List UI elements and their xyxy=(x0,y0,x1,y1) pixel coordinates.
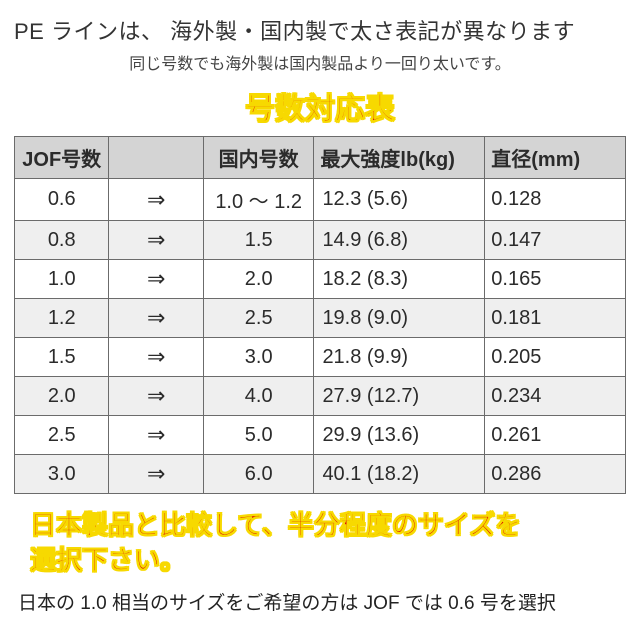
table-row: 1.0⇒2.018.2 (8.3)0.165 xyxy=(15,260,626,299)
cell-jof: 2.0 xyxy=(15,377,109,416)
cell-arrow: ⇒ xyxy=(109,260,203,299)
cell-arrow: ⇒ xyxy=(109,377,203,416)
cell-arrow: ⇒ xyxy=(109,455,203,494)
conversion-table: JOF号数 国内号数 最大強度lb(kg) 直径(mm) 0.6⇒1.0 ～ 1… xyxy=(14,136,626,494)
table-row: 2.5⇒5.029.9 (13.6)0.261 xyxy=(15,416,626,455)
cell-diameter: 0.128 xyxy=(485,179,626,221)
table-row: 0.8⇒1.514.9 (6.8)0.147 xyxy=(15,221,626,260)
cell-domestic: 4.0 xyxy=(203,377,314,416)
cell-arrow: ⇒ xyxy=(109,299,203,338)
cell-diameter: 0.147 xyxy=(485,221,626,260)
subhead-text: 同じ号数でも海外製は国内製品より一回り太いです。 xyxy=(14,50,626,74)
table-header-row: JOF号数 国内号数 最大強度lb(kg) 直径(mm) xyxy=(15,137,626,179)
cell-arrow: ⇒ xyxy=(109,179,203,221)
cell-diameter: 0.234 xyxy=(485,377,626,416)
cell-strength: 14.9 (6.8) xyxy=(314,221,485,260)
col-header-diameter: 直径(mm) xyxy=(485,137,626,179)
cell-diameter: 0.261 xyxy=(485,416,626,455)
cell-diameter: 0.181 xyxy=(485,299,626,338)
cell-jof: 0.8 xyxy=(15,221,109,260)
cell-diameter: 0.165 xyxy=(485,260,626,299)
table-row: 1.2⇒2.519.8 (9.0)0.181 xyxy=(15,299,626,338)
col-header-jof: JOF号数 xyxy=(15,137,109,179)
table-row: 2.0⇒4.027.9 (12.7)0.234 xyxy=(15,377,626,416)
footer-warning-line1: 日本製品と比較して、半分程度のサイズを xyxy=(30,510,521,540)
cell-domestic: 2.0 xyxy=(203,260,314,299)
footer-warning-line2: 選択下さい。 xyxy=(30,545,186,575)
cell-jof: 3.0 xyxy=(15,455,109,494)
cell-strength: 21.8 (9.9) xyxy=(314,338,485,377)
col-header-domestic: 国内号数 xyxy=(203,137,314,179)
cell-diameter: 0.205 xyxy=(485,338,626,377)
cell-strength: 18.2 (8.3) xyxy=(314,260,485,299)
conversion-table-title: 号数対応表 xyxy=(14,84,626,128)
cell-jof: 1.5 xyxy=(15,338,109,377)
headline-text: PE ラインは、 海外製・国内製で太さ表記が異なります xyxy=(14,14,626,46)
cell-domestic: 2.5 xyxy=(203,299,314,338)
cell-domestic: 1.0 ～ 1.2 xyxy=(203,179,314,221)
cell-strength: 19.8 (9.0) xyxy=(314,299,485,338)
footer-note: 日本の 1.0 相当のサイズをご希望の方は JOF では 0.6 号を選択 xyxy=(18,588,622,615)
cell-arrow: ⇒ xyxy=(109,221,203,260)
cell-domestic: 5.0 xyxy=(203,416,314,455)
cell-jof: 2.5 xyxy=(15,416,109,455)
cell-domestic: 3.0 xyxy=(203,338,314,377)
table-row: 0.6⇒1.0 ～ 1.212.3 (5.6)0.128 xyxy=(15,179,626,221)
cell-arrow: ⇒ xyxy=(109,416,203,455)
cell-strength: 12.3 (5.6) xyxy=(314,179,485,221)
cell-jof: 1.2 xyxy=(15,299,109,338)
table-body: 0.6⇒1.0 ～ 1.212.3 (5.6)0.1280.8⇒1.514.9 … xyxy=(15,179,626,494)
cell-domestic: 1.5 xyxy=(203,221,314,260)
footer-warning: 日本製品と比較して、半分程度のサイズを 選択下さい。 xyxy=(30,508,622,578)
table-row: 3.0⇒6.040.1 (18.2)0.286 xyxy=(15,455,626,494)
table-row: 1.5⇒3.021.8 (9.9)0.205 xyxy=(15,338,626,377)
cell-strength: 27.9 (12.7) xyxy=(314,377,485,416)
col-header-arrow xyxy=(109,137,203,179)
cell-diameter: 0.286 xyxy=(485,455,626,494)
col-header-strength: 最大強度lb(kg) xyxy=(314,137,485,179)
cell-arrow: ⇒ xyxy=(109,338,203,377)
cell-jof: 0.6 xyxy=(15,179,109,221)
cell-jof: 1.0 xyxy=(15,260,109,299)
cell-domestic: 6.0 xyxy=(203,455,314,494)
cell-strength: 29.9 (13.6) xyxy=(314,416,485,455)
cell-strength: 40.1 (18.2) xyxy=(314,455,485,494)
